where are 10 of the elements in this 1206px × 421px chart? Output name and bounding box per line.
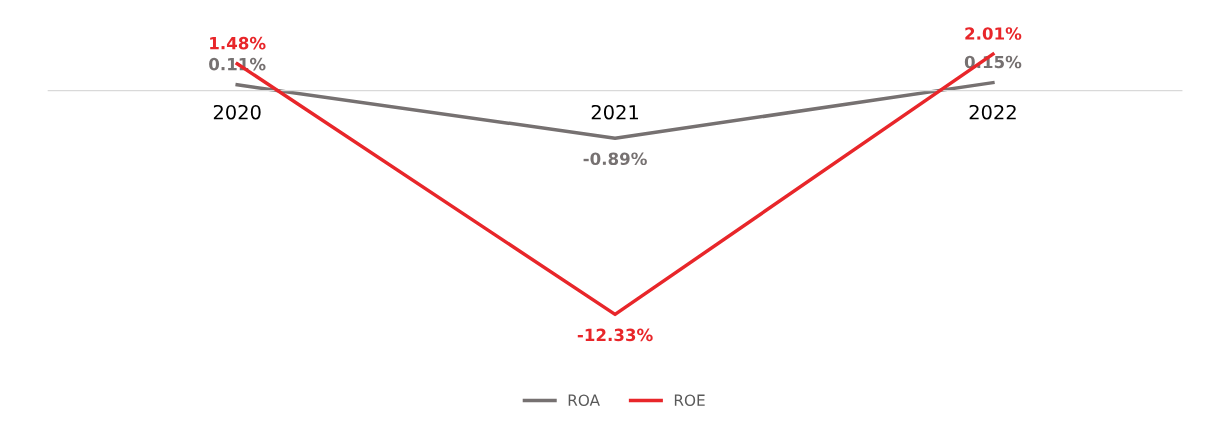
legend-label: ROA <box>568 394 600 406</box>
x-tick-label: 2022 <box>969 104 1016 120</box>
data-label: 0.11% <box>209 57 266 71</box>
data-label: -12.33% <box>577 328 653 342</box>
x-tick-label: 2021 <box>591 104 639 120</box>
legend-label: ROE <box>674 394 705 406</box>
data-label: 2.01% <box>965 27 1022 40</box>
x-tick-label: 2020 <box>213 104 261 120</box>
data-label: 1.48% <box>210 36 266 50</box>
data-label: -0.89% <box>583 152 647 166</box>
